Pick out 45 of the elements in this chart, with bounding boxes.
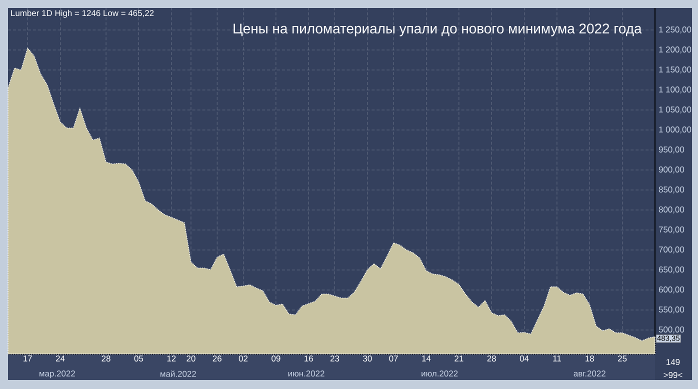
y-tick-label: 600,00 [658,286,684,294]
x-tick-label: 26 [212,356,222,362]
x-tick-label: 17 [24,356,32,362]
y-tick-label: 950,00 [658,146,684,154]
x-tick-label: 02 [238,356,248,362]
y-tick-label: 750,00 [658,226,684,234]
x-tick-label: 11 [553,356,561,362]
y-tick-label: 1 250,00 [659,26,692,34]
x-tick-label: 30 [363,356,372,362]
x-tick-label: 05 [134,356,144,362]
x-tick-label: 04 [520,356,529,362]
x-tick-label: 20 [186,356,196,362]
text: июл.2022 [422,370,458,377]
y-tick-label: 1 050,00 [659,106,692,114]
y-tick-label: 850,00 [658,186,684,194]
x-tick-label: 28 [102,356,110,362]
text: авг.2022 [574,370,606,377]
chart-subtitle: Lumber 1D High = 1246 Low = 465,22 [11,10,154,18]
y-tick-label: 650,00 [658,266,684,274]
y-tick-label: 1 100,00 [659,86,692,94]
y-tick-label: 550,00 [658,306,684,314]
y-tick-label: 1 150,00 [659,66,692,74]
text: Цены на пиломатериалы упали до нового минимума 2022 года [234,24,642,36]
x-tick-label: 14 [422,356,431,362]
text: май.2022 [160,370,196,377]
text: июн.2022 [288,370,324,377]
text: >99< [664,372,682,378]
y-tick-label: 700,00 [658,246,684,254]
x-tick-label: 24 [56,356,65,362]
y-tick-label: 500,00 [658,326,684,334]
text: 149 [666,359,680,365]
x-tick-label: 09 [272,356,280,362]
y-tick-label: 900,00 [658,166,684,174]
x-tick-label: 12 [167,356,176,362]
y-tick-label: 800,00 [658,206,684,214]
x-tick-label: 23 [330,356,340,362]
x-tick-label: 21 [454,356,464,362]
x-tick-label: 25 [618,356,627,362]
x-tick-label: 18 [586,356,594,362]
text: мар.2022 [40,370,75,378]
y-tick-label: 1 200,00 [659,46,692,54]
x-tick-label: 28 [487,356,496,362]
x-tick-label: 07 [389,356,398,362]
y-tick-label: 1 000,00 [659,126,692,134]
x-tick-label: 16 [304,356,313,362]
